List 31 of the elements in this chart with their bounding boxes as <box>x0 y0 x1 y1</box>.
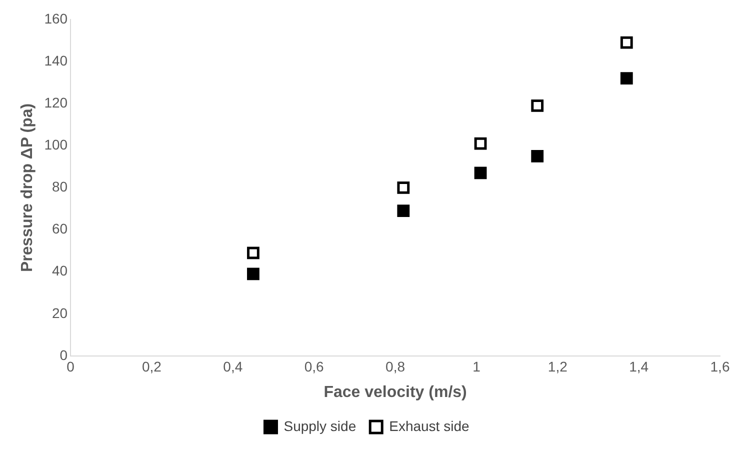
y-tick-label: 20 <box>52 304 68 321</box>
y-tick-label: 100 <box>44 136 68 152</box>
point <box>397 182 410 194</box>
y-tick-label: 60 <box>52 220 68 237</box>
x-tick-label: 0,2 <box>142 358 162 374</box>
y-tick-label: 160 <box>44 10 68 26</box>
point <box>620 72 633 85</box>
x-tick-label: 0,6 <box>304 358 324 374</box>
y-tick-label: 40 <box>52 262 68 279</box>
point <box>474 137 487 150</box>
legend-label: Exhaust side <box>389 418 470 434</box>
point <box>397 204 410 218</box>
x-tick-label: 0,8 <box>386 358 406 374</box>
legend-label: Supply side <box>284 418 356 434</box>
y-tick-label: 140 <box>44 52 68 68</box>
x-tick-label: 1,2 <box>548 358 568 374</box>
y-tick-label: 120 <box>44 94 68 110</box>
x-tick-label: 1,6 <box>710 358 730 374</box>
point <box>247 268 260 280</box>
x-axis-title: Face velocity (m/s) <box>324 384 467 401</box>
x-tick-label: 1 <box>472 358 481 374</box>
y-axis-title: Pressure drop ΔP (pa) <box>19 103 36 272</box>
x-tick-label: 0,4 <box>223 358 243 374</box>
point <box>474 166 487 180</box>
point <box>247 246 260 260</box>
point <box>531 150 544 162</box>
point <box>620 36 633 49</box>
y-tick-label: 80 <box>52 178 68 195</box>
y-tick-label: 0 <box>60 346 68 363</box>
point <box>531 99 544 112</box>
x-tick-label: 1,4 <box>629 358 649 374</box>
